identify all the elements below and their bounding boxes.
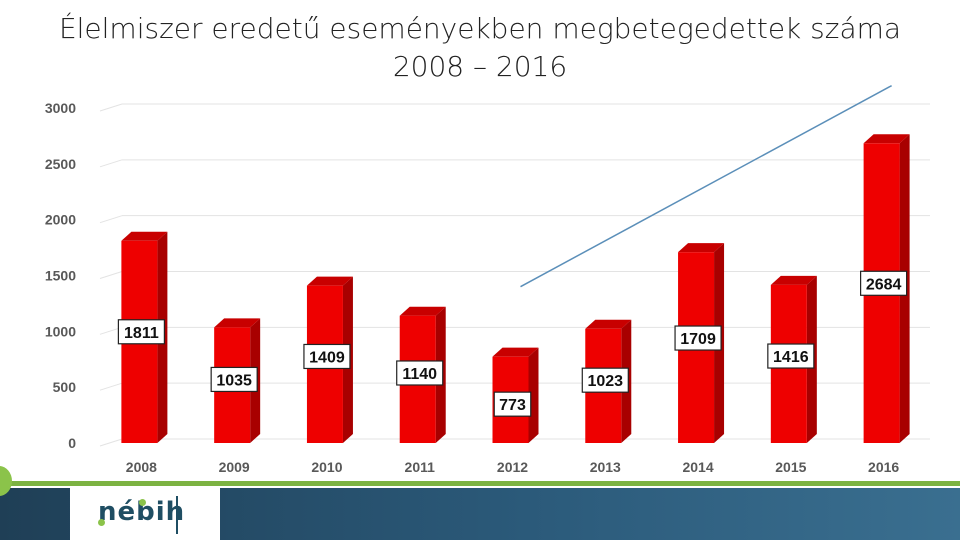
y-tick-label-1: 500 [53, 379, 77, 395]
data-label-2011: 1140 [402, 366, 437, 383]
chart-title-line2: 2008 – 2016 [392, 50, 568, 83]
bar-top-2014 [678, 243, 725, 253]
gridline-diag-6 [99, 103, 123, 112]
chart-title: Élelmiszer eredetű eseményekben megbeteg… [0, 10, 960, 86]
x-tick-label-2008: 2008 [126, 459, 157, 475]
bar-top-2011 [399, 306, 446, 316]
x-tick-label-2012: 2012 [497, 459, 528, 475]
logo-background [70, 488, 220, 540]
data-label-2012: 773 [499, 397, 526, 414]
footer-tab [0, 466, 12, 496]
data-label-2015: 1416 [773, 349, 809, 366]
data-label-box-2015 [767, 343, 815, 369]
logo-dot-left [98, 519, 105, 526]
bar-top-2012 [492, 347, 539, 357]
gridline-diag-0 [99, 438, 123, 447]
gridline-diag-5 [99, 159, 123, 168]
gridline-diag-1 [99, 382, 123, 391]
data-label-box-2010 [303, 343, 351, 370]
y-tick-label-3: 1500 [45, 268, 76, 284]
logo-dot-top [139, 499, 146, 506]
x-tick-label-2014: 2014 [682, 459, 713, 475]
trendline [520, 85, 892, 288]
data-label-box-2016 [860, 270, 908, 296]
bar-top-2009 [214, 318, 261, 328]
data-label-box-2012 [493, 391, 532, 417]
bar-top-2013 [585, 319, 632, 329]
x-tick-label-2016: 2016 [868, 459, 899, 475]
x-tick-label-2013: 2013 [590, 459, 621, 475]
chart-title-line1: Élelmiszer eredetű eseményekben megbeteg… [58, 12, 902, 45]
data-label-box-2013 [581, 367, 629, 393]
bar-side-2012 [528, 347, 539, 443]
y-tick-label-0: 0 [68, 435, 76, 451]
logo-separator [176, 496, 178, 534]
data-label-2013: 1023 [587, 373, 623, 390]
data-label-2009: 1035 [216, 372, 252, 389]
bar-top-2015 [770, 275, 817, 285]
data-label-box-2011 [396, 360, 444, 386]
bar-chart: 0 500 1000 1500 2000 2500 3000 1811 2008 1035 2009… [45, 85, 930, 475]
footer-accent-line [0, 481, 960, 486]
gridline-diag-4 [99, 215, 123, 224]
gridline-diag-3 [99, 271, 123, 279]
bar-top-2008 [121, 231, 168, 241]
x-tick-label-2009: 2009 [219, 459, 250, 475]
data-label-2014: 1709 [680, 331, 716, 348]
data-label-box-2008 [117, 319, 165, 345]
y-tick-label-4: 2000 [45, 212, 76, 228]
data-label-2008: 1811 [124, 325, 159, 342]
y-tick-label-2: 1000 [45, 323, 76, 339]
data-label-box-2014 [674, 325, 722, 351]
bar-2012 [492, 347, 539, 443]
data-label-box-2009 [210, 366, 258, 393]
data-label-2010: 1409 [309, 349, 345, 366]
bar-top-2010 [306, 276, 353, 286]
x-tick-label-2010: 2010 [311, 459, 342, 475]
data-label-2016: 2684 [866, 276, 902, 293]
y-tick-label-6: 3000 [45, 100, 76, 116]
x-tick-label-2011: 2011 [405, 459, 436, 475]
y-tick-label-5: 2500 [45, 156, 76, 172]
x-tick-label-2015: 2015 [775, 459, 806, 475]
bar-top-2016 [863, 134, 910, 144]
